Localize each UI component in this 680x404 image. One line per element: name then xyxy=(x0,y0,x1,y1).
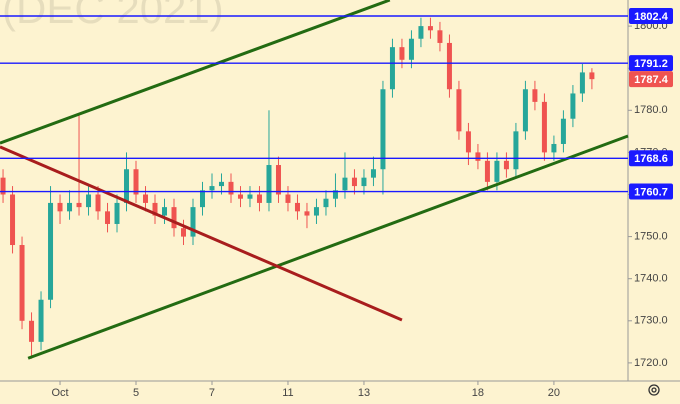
candle-body xyxy=(380,89,386,170)
y-tick-label: 1720.0 xyxy=(634,357,668,369)
candle-body xyxy=(503,160,509,170)
candle-body xyxy=(67,202,73,212)
candle-body xyxy=(266,165,272,203)
candle-body xyxy=(589,72,595,80)
candle-body xyxy=(285,194,291,203)
candle-body xyxy=(199,190,205,208)
candle-body xyxy=(446,42,452,90)
candle-body xyxy=(494,160,500,182)
candle-body xyxy=(332,190,338,199)
x-tick-label: 18 xyxy=(472,387,484,399)
candle-body xyxy=(247,194,253,199)
candle-body xyxy=(190,207,196,237)
candle-body xyxy=(76,202,82,208)
candle-body xyxy=(275,165,281,195)
candle-body xyxy=(532,89,538,102)
candle-body xyxy=(484,160,490,182)
x-tick-label: 20 xyxy=(548,387,560,399)
candle-body xyxy=(465,131,471,153)
candle-body xyxy=(29,320,35,342)
y-tick-label: 1730.0 xyxy=(634,315,668,327)
candle-body xyxy=(342,177,348,191)
level-tag xyxy=(629,150,673,167)
candle-body xyxy=(313,207,319,216)
candle-body xyxy=(218,181,224,187)
x-tick-label: Oct xyxy=(51,387,68,399)
x-tick-label: 11 xyxy=(282,387,293,399)
candle-body xyxy=(133,169,139,195)
trendline xyxy=(0,0,391,145)
settings-icon[interactable] xyxy=(648,384,660,396)
candle-body xyxy=(437,30,443,43)
candle-body xyxy=(124,169,130,203)
level-tag xyxy=(629,55,673,72)
candle-body xyxy=(0,177,6,195)
candle-body xyxy=(304,211,310,216)
candle-body xyxy=(475,152,481,161)
candle-body xyxy=(162,207,168,216)
candle-body xyxy=(551,143,557,153)
y-tick-label: 1750.0 xyxy=(634,231,668,243)
level-label: 1791.2 xyxy=(634,58,668,70)
candle-body xyxy=(418,26,424,39)
candle-body xyxy=(95,194,101,212)
candle-body xyxy=(19,245,25,321)
x-tick-label: 5 xyxy=(133,387,139,399)
candle-body xyxy=(541,101,547,153)
candle-body xyxy=(209,186,215,191)
candle-body xyxy=(456,89,462,132)
level-tag xyxy=(629,7,673,24)
candle-body xyxy=(114,202,120,224)
x-tick-label: 13 xyxy=(358,387,370,399)
candle-body xyxy=(408,38,414,60)
last-price-label: 1787.4 xyxy=(634,74,669,86)
candle-body xyxy=(180,228,186,237)
candle-body xyxy=(361,177,367,187)
candle-body xyxy=(57,202,63,212)
level-label: 1768.6 xyxy=(634,153,668,165)
candle-body xyxy=(143,194,149,203)
x-tick-label: 7 xyxy=(209,387,215,399)
candle-body xyxy=(399,47,405,60)
candle-body xyxy=(522,89,528,132)
candle-body xyxy=(171,207,177,229)
candle-body xyxy=(38,299,44,342)
candle-body xyxy=(256,194,262,203)
y-tick-label: 1740.0 xyxy=(634,273,668,285)
candle-body xyxy=(152,202,158,216)
candle-body xyxy=(570,93,576,119)
candle-body xyxy=(294,202,300,212)
candle-body xyxy=(351,177,357,187)
trendline xyxy=(0,145,403,322)
candle-body xyxy=(427,26,433,31)
level-label: 1802.4 xyxy=(634,11,669,23)
candle-body xyxy=(323,198,329,208)
candle-body xyxy=(105,211,111,224)
level-label: 1760.7 xyxy=(634,186,668,198)
candle-body xyxy=(579,72,585,94)
last-price-tag xyxy=(629,71,673,88)
candle-body xyxy=(48,202,54,300)
candle-body xyxy=(86,194,92,208)
candle-body xyxy=(228,181,234,195)
trendline xyxy=(27,134,629,360)
candle-body xyxy=(370,169,376,178)
candle-body xyxy=(237,194,243,199)
candle-body xyxy=(513,131,519,170)
candle-body xyxy=(10,194,16,246)
y-tick-label: 1780.0 xyxy=(634,104,668,116)
candle-body xyxy=(560,118,566,144)
level-tag xyxy=(629,183,673,200)
candle-body xyxy=(389,47,395,90)
